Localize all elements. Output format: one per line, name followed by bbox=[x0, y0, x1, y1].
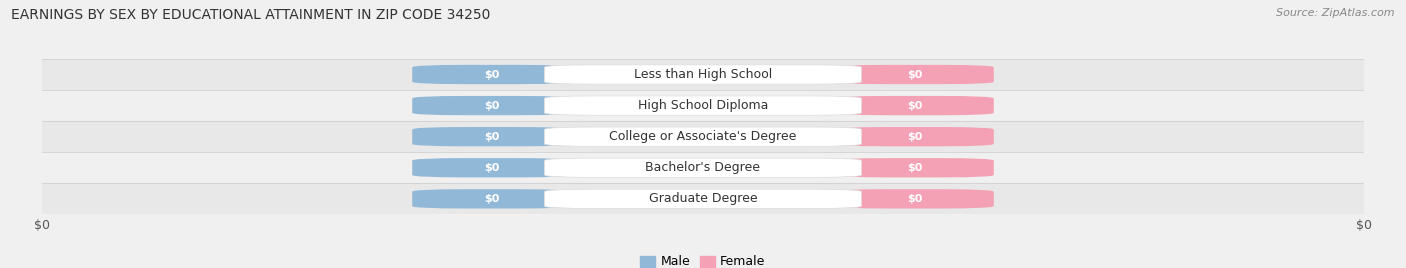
Text: $0: $0 bbox=[484, 194, 499, 204]
FancyBboxPatch shape bbox=[835, 65, 994, 84]
FancyBboxPatch shape bbox=[412, 96, 571, 115]
FancyBboxPatch shape bbox=[544, 127, 862, 146]
Text: Graduate Degree: Graduate Degree bbox=[648, 192, 758, 205]
Text: High School Diploma: High School Diploma bbox=[638, 99, 768, 112]
Text: $0: $0 bbox=[907, 69, 922, 80]
FancyBboxPatch shape bbox=[544, 96, 862, 115]
FancyBboxPatch shape bbox=[835, 158, 994, 177]
FancyBboxPatch shape bbox=[835, 189, 994, 209]
Text: Bachelor's Degree: Bachelor's Degree bbox=[645, 161, 761, 174]
FancyBboxPatch shape bbox=[412, 127, 571, 146]
Text: $0: $0 bbox=[484, 69, 499, 80]
Text: College or Associate's Degree: College or Associate's Degree bbox=[609, 130, 797, 143]
Bar bbox=[42, 183, 1364, 214]
FancyBboxPatch shape bbox=[544, 65, 862, 84]
FancyBboxPatch shape bbox=[544, 158, 862, 177]
Text: $0: $0 bbox=[907, 100, 922, 111]
Text: Less than High School: Less than High School bbox=[634, 68, 772, 81]
Bar bbox=[42, 59, 1364, 90]
Bar bbox=[42, 121, 1364, 152]
Legend: Male, Female: Male, Female bbox=[636, 250, 770, 268]
Text: EARNINGS BY SEX BY EDUCATIONAL ATTAINMENT IN ZIP CODE 34250: EARNINGS BY SEX BY EDUCATIONAL ATTAINMEN… bbox=[11, 8, 491, 22]
FancyBboxPatch shape bbox=[544, 189, 862, 209]
Text: $0: $0 bbox=[907, 132, 922, 142]
Text: Source: ZipAtlas.com: Source: ZipAtlas.com bbox=[1277, 8, 1395, 18]
Bar bbox=[42, 90, 1364, 121]
Text: $0: $0 bbox=[484, 132, 499, 142]
Text: $0: $0 bbox=[907, 163, 922, 173]
Text: $0: $0 bbox=[484, 100, 499, 111]
FancyBboxPatch shape bbox=[412, 65, 571, 84]
FancyBboxPatch shape bbox=[835, 127, 994, 146]
FancyBboxPatch shape bbox=[412, 158, 571, 177]
FancyBboxPatch shape bbox=[412, 189, 571, 209]
Text: $0: $0 bbox=[484, 163, 499, 173]
FancyBboxPatch shape bbox=[835, 96, 994, 115]
Text: $0: $0 bbox=[907, 194, 922, 204]
Bar bbox=[42, 152, 1364, 183]
